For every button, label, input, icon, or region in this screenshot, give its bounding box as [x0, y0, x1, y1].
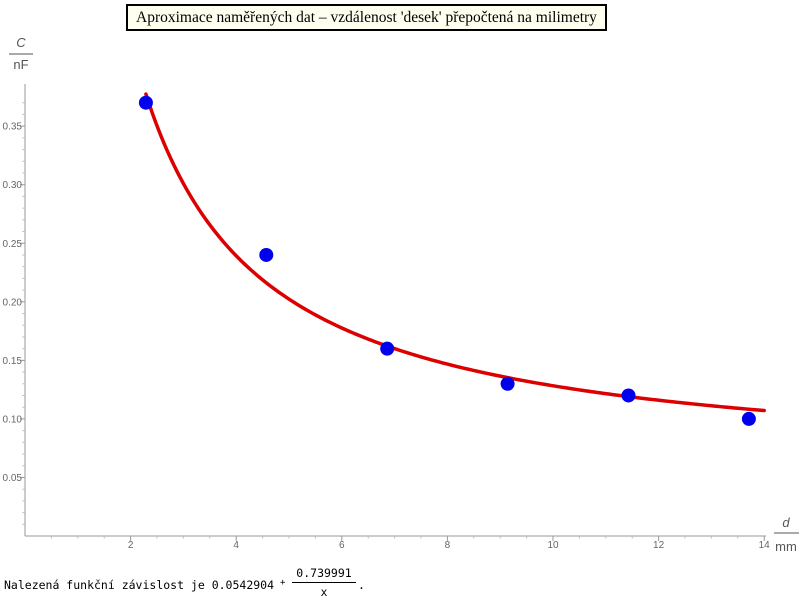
fit-result-numerator: 0.739991: [296, 566, 352, 580]
data-point: [380, 341, 395, 356]
x-axis-unit: mm: [775, 539, 797, 554]
x-axis-symbol: d: [782, 515, 790, 530]
x-axis-label: d mm: [774, 515, 799, 554]
y-axis-symbol: C: [16, 35, 26, 50]
fit-result-fraction: 0.739991 x: [292, 566, 356, 599]
y-axis-label: C nF: [9, 35, 33, 72]
x-tick-label: 6: [339, 540, 345, 551]
fit-result-prefix: Nalezená funkční závislost je 0.0542904: [4, 578, 275, 592]
x-tick-label: 2: [128, 540, 134, 551]
data-point: [500, 376, 515, 391]
axes: [24, 84, 766, 537]
y-tick-label: 0.25: [3, 239, 23, 250]
y-tick-label: 0.30: [3, 180, 23, 191]
y-tick-label: 0.35: [3, 122, 23, 133]
data-point: [138, 95, 153, 110]
y-tick-label: 0.10: [3, 414, 23, 425]
data-point: [621, 388, 636, 403]
x-tick-label: 12: [653, 540, 665, 551]
x-tick-label: 8: [445, 540, 451, 551]
fit-result-fraction-bar: [292, 582, 356, 583]
y-ticks: 0.05 0.10 0.15 0.20 0.25 0.30 0.35: [3, 102, 25, 525]
fit-curve: [144, 92, 766, 413]
data-point: [741, 411, 756, 426]
y-axis-unit: nF: [13, 57, 28, 72]
y-tick-label: 0.15: [3, 356, 23, 367]
fit-result-denominator: x: [320, 585, 328, 599]
x-tick-label: 4: [233, 540, 239, 551]
x-ticks: 2 4 6 8 10 12 14: [50, 536, 771, 551]
data-point: [259, 247, 274, 262]
x-tick-label: 10: [547, 540, 559, 551]
fit-result-plus: +: [280, 578, 286, 588]
x-tick-label: 14: [759, 540, 771, 551]
y-tick-label: 0.05: [3, 473, 23, 484]
chart-title: Aproximace naměřených dat – vzdálenost '…: [126, 4, 607, 31]
y-tick-label: 0.20: [3, 297, 23, 308]
fit-result-period: .: [358, 578, 365, 592]
data-points: [138, 95, 756, 426]
